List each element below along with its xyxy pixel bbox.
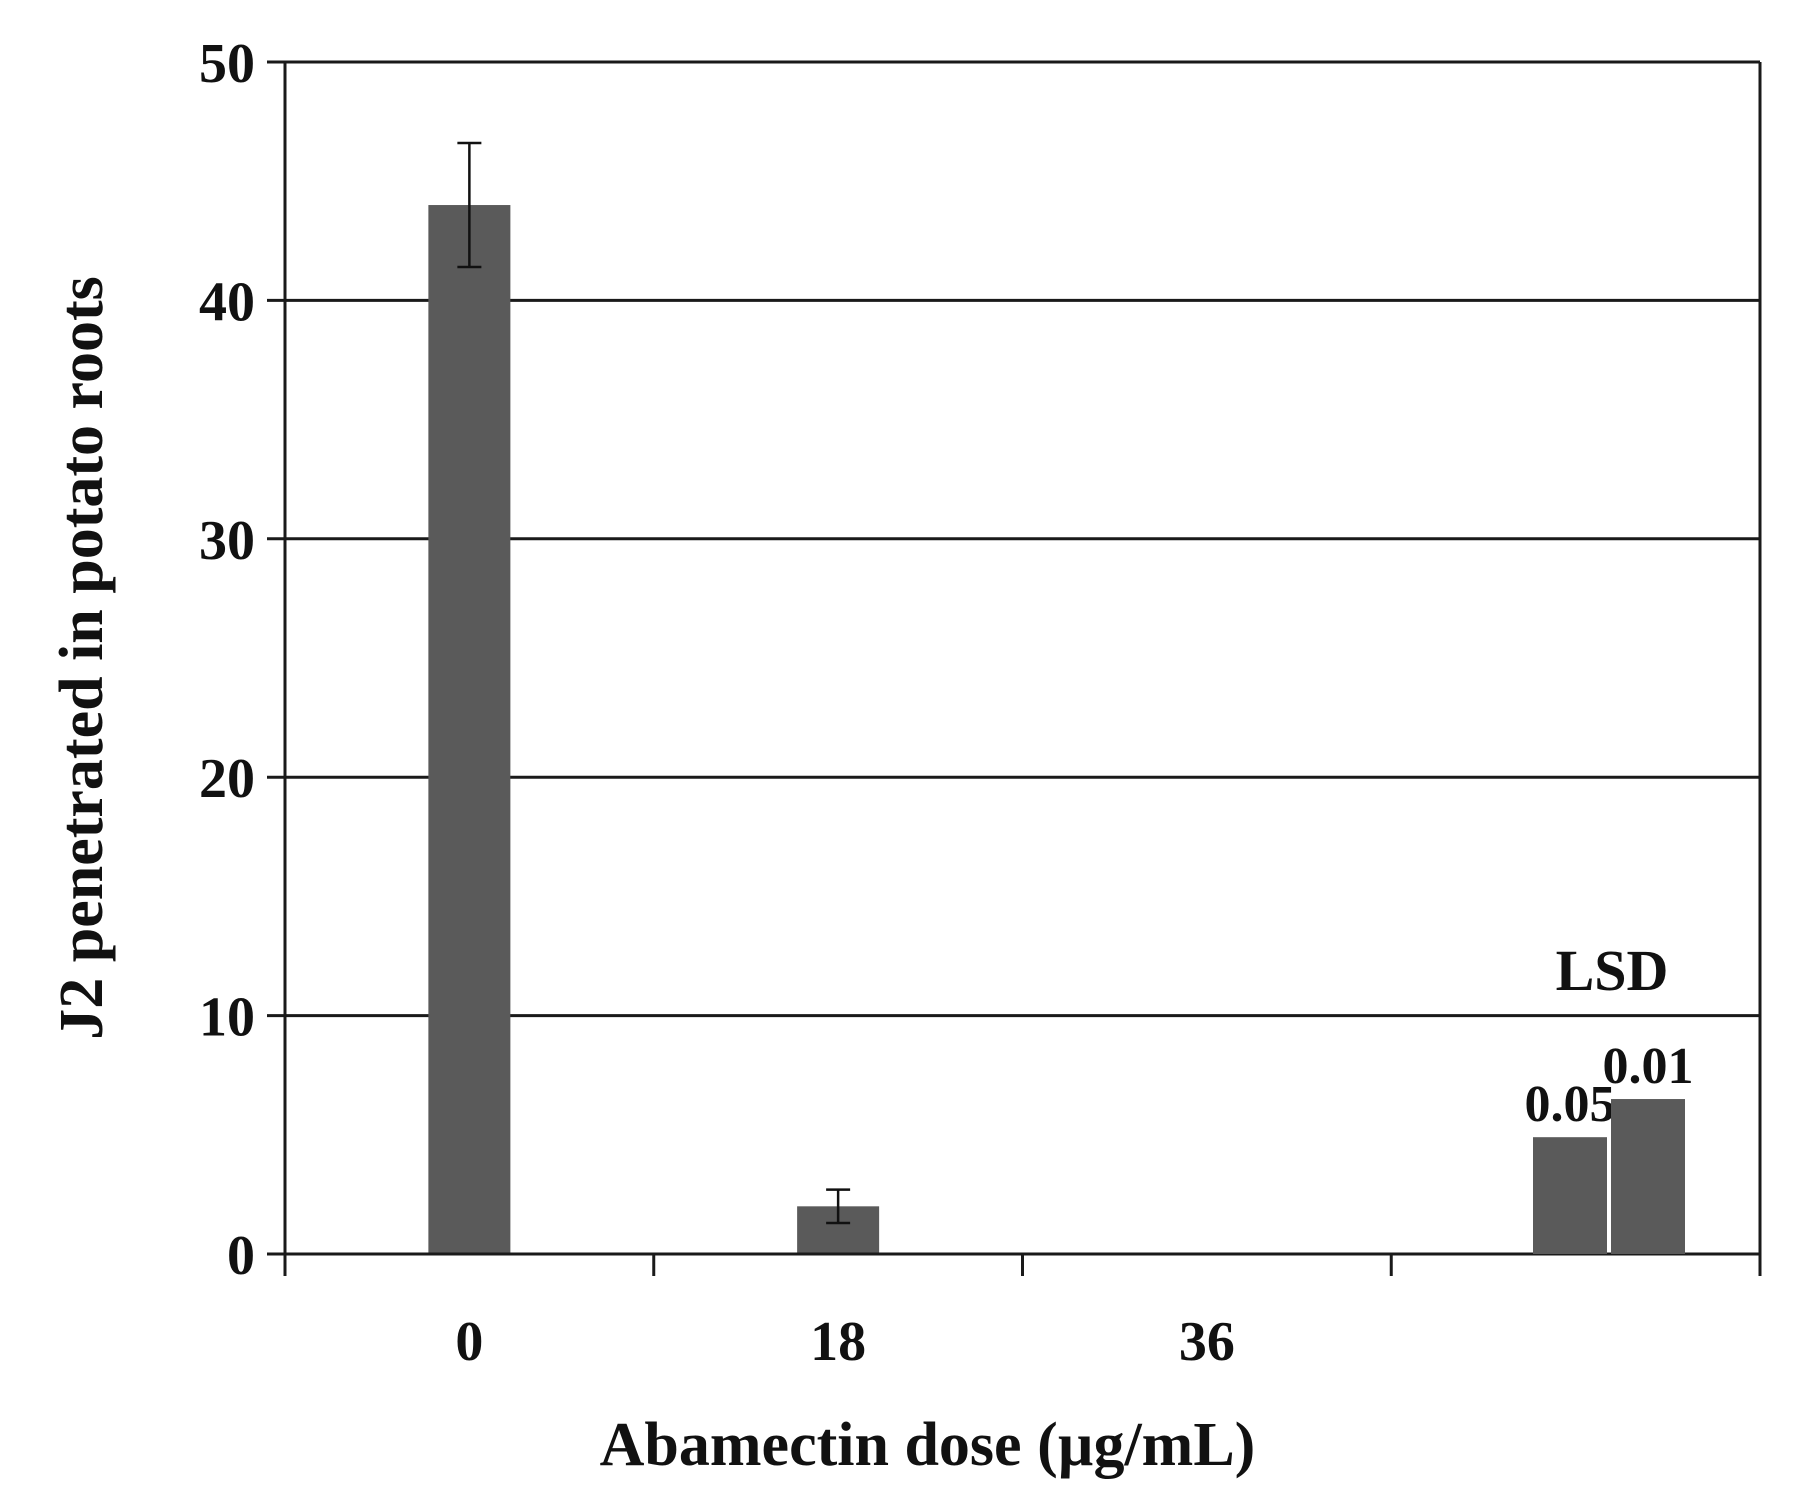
y-tick-label: 40 (199, 271, 255, 333)
y-tick-label: 50 (199, 33, 255, 95)
gridlines (267, 60, 1760, 1256)
y-tick-label: 30 (199, 510, 255, 572)
x-tick-labels: 0 18 36 (455, 1311, 1235, 1373)
lsd-bar-label: 0.01 (1603, 1038, 1694, 1095)
y-tick-label: 10 (199, 987, 255, 1049)
bars (428, 205, 880, 1254)
x-axis-label: Abamectin dose (µg/mL) (600, 1411, 1256, 1479)
axes (283, 62, 1762, 1276)
lsd-bar-label: 0.05 (1525, 1076, 1616, 1133)
lsd-group: LSD 0.050.01 (1525, 938, 1694, 1254)
y-tick-labels: 0 10 20 30 40 50 (199, 33, 255, 1287)
x-tick-label: 36 (1179, 1311, 1235, 1373)
error-bars (457, 141, 851, 1225)
lsd-label: LSD (1556, 938, 1669, 1003)
bar (428, 205, 511, 1254)
y-tick-label: 20 (199, 748, 255, 810)
y-axis-label: J2 penetrated in potato roots (48, 276, 116, 1039)
x-tick-label: 0 (455, 1311, 483, 1373)
lsd-bar (1611, 1099, 1685, 1254)
x-tick-label: 18 (810, 1311, 866, 1373)
y-tick-label: 0 (227, 1225, 255, 1287)
lsd-bar (1533, 1137, 1607, 1254)
